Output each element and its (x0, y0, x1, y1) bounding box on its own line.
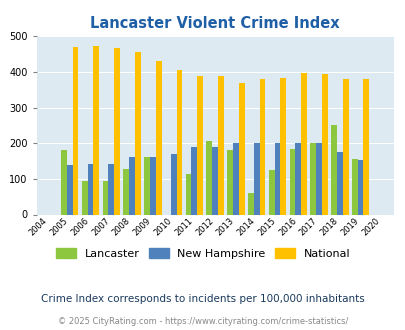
Bar (294, 143, 301, 214)
Bar (247, 193, 253, 214)
Bar (232, 143, 238, 214)
Bar (87, 164, 93, 214)
Bar (197, 76, 202, 214)
Bar (238, 83, 244, 214)
Bar (259, 80, 265, 214)
Bar (135, 52, 141, 214)
Bar (274, 143, 280, 214)
Bar (330, 125, 336, 214)
Bar (206, 142, 212, 214)
Bar (102, 181, 108, 214)
Bar (253, 143, 259, 214)
Bar (336, 152, 342, 214)
Bar (315, 143, 321, 214)
Bar (280, 78, 286, 214)
Bar (301, 73, 306, 214)
Bar (227, 150, 232, 214)
Bar (176, 70, 182, 214)
Title: Lancaster Violent Crime Index: Lancaster Violent Crime Index (90, 16, 339, 31)
Bar (129, 157, 135, 214)
Bar (123, 169, 129, 214)
Text: Crime Index corresponds to incidents per 100,000 inhabitants: Crime Index corresponds to incidents per… (41, 294, 364, 304)
Bar (362, 79, 369, 214)
Legend: Lancaster, New Hampshire, National: Lancaster, New Hampshire, National (51, 244, 354, 263)
Bar (93, 46, 99, 214)
Bar (156, 60, 161, 214)
Bar (217, 76, 223, 214)
Bar (351, 159, 357, 214)
Bar (212, 147, 217, 214)
Bar (309, 143, 315, 214)
Bar (144, 157, 149, 214)
Bar (289, 148, 294, 214)
Bar (82, 181, 87, 214)
Bar (268, 170, 274, 215)
Bar (191, 147, 197, 214)
Bar (357, 160, 362, 214)
Bar (61, 150, 67, 214)
Bar (108, 164, 114, 214)
Text: © 2025 CityRating.com - https://www.cityrating.com/crime-statistics/: © 2025 CityRating.com - https://www.city… (58, 317, 347, 326)
Bar (185, 174, 191, 214)
Bar (321, 74, 327, 214)
Bar (114, 48, 120, 214)
Bar (171, 154, 176, 214)
Bar (67, 165, 72, 215)
Bar (342, 79, 347, 214)
Bar (149, 157, 156, 214)
Bar (72, 47, 78, 214)
